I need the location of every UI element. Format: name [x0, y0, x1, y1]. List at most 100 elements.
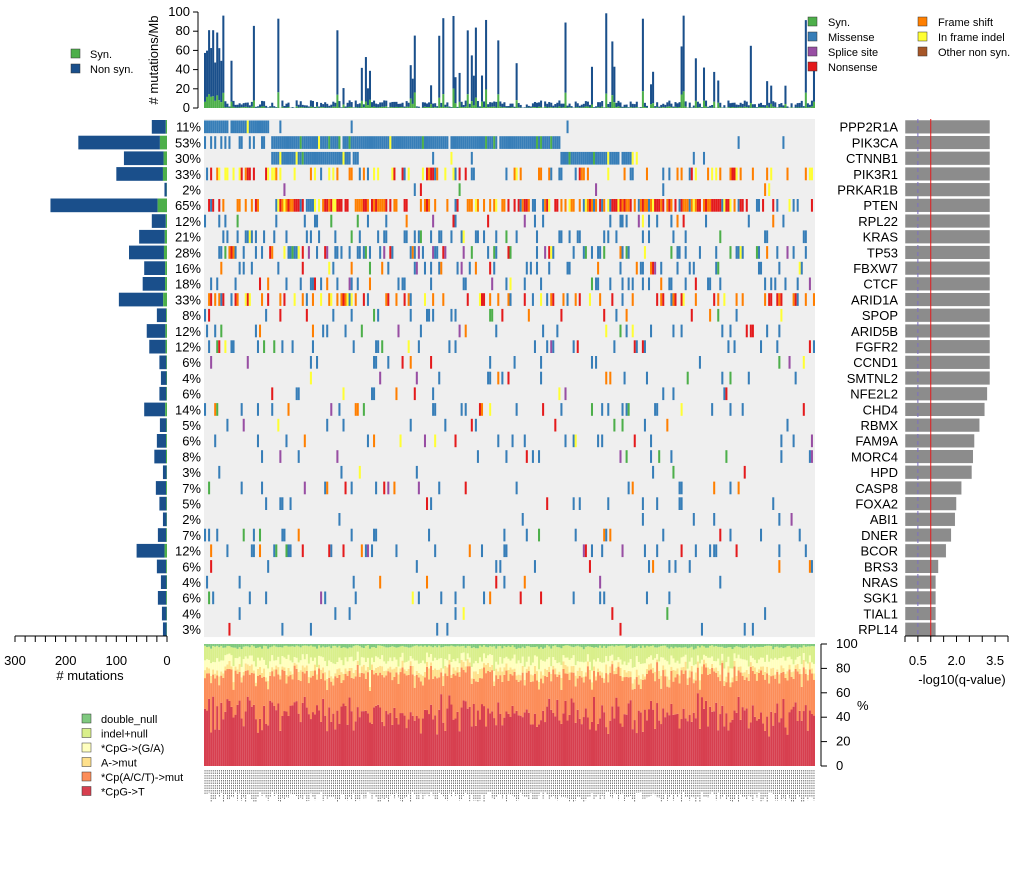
spectrum-segment: [731, 649, 734, 669]
tmb-bar-nonsyn: [566, 105, 569, 108]
mutation-cell: [802, 230, 805, 244]
spectrum-segment: [356, 707, 359, 766]
spectrum-segment: [228, 644, 231, 647]
spectrum-segment: [572, 672, 575, 703]
spectrum-segment: [729, 722, 732, 766]
tmb-bar-nonsyn: [558, 100, 561, 107]
mutation-cell: [434, 434, 437, 448]
spectrum-segment: [432, 660, 435, 670]
mutation-cell: [379, 199, 382, 212]
spectrum-segment: [523, 712, 526, 766]
q-value-bar: [904, 308, 991, 323]
mutation-cell: [338, 199, 341, 212]
spectrum-segment: [248, 655, 251, 666]
spectrum-segment: [346, 644, 349, 649]
spectrum-segment: [633, 647, 636, 668]
spectrum-segment: [472, 663, 475, 672]
mutation-cell: [320, 167, 323, 181]
tmb-bar-syn: [782, 107, 785, 108]
spectrum-segment: [377, 704, 380, 766]
mutation-cell: [330, 199, 333, 212]
spectrum-segment: [248, 700, 251, 766]
spectrum-segment: [572, 702, 575, 766]
spectrum-segment: [407, 644, 410, 648]
spectrum-segment: [269, 661, 272, 673]
spectrum-segment: [794, 644, 797, 648]
tmb-bar-syn: [452, 88, 455, 108]
mutation-cell: [625, 308, 628, 322]
tmb-bar-nonsyn: [609, 101, 612, 108]
gene-count-bar-nonsyn: [78, 135, 160, 150]
mutation-cell: [389, 199, 392, 212]
mutation-cell: [242, 261, 245, 275]
mutation-cell: [356, 199, 359, 212]
spectrum-segment: [546, 669, 549, 677]
mutation-cell: [619, 214, 622, 228]
spectrum-segment: [326, 731, 329, 766]
spectrum-segment: [423, 671, 426, 678]
spectrum-segment: [279, 679, 282, 731]
tmb-bar-nonsyn: [242, 103, 245, 108]
spectrum-segment: [694, 680, 697, 719]
spectrum-segment: [295, 645, 298, 658]
spectrum-segment: [409, 665, 412, 713]
tmb-bar-nonsyn: [623, 104, 626, 108]
mutation-cell: [313, 136, 317, 149]
mutation-cell: [373, 199, 376, 212]
spectrum-segment: [364, 662, 367, 671]
spectrum-segment: [391, 724, 394, 766]
mutation-cell: [299, 136, 302, 149]
spectrum-segment: [639, 712, 642, 766]
spectrum-segment: [810, 668, 813, 674]
spectrum-segment: [419, 644, 422, 646]
mutation-cell: [293, 151, 296, 165]
spectrum-segment: [515, 663, 518, 676]
spectrum-segment: [448, 646, 451, 655]
mutation-cell: [324, 246, 327, 259]
spectrum-segment: [458, 671, 461, 677]
mutation-cell: [368, 277, 372, 291]
mutation-cell: [401, 356, 404, 369]
spectrum-segment: [214, 646, 217, 663]
mutation-cell: [358, 230, 361, 244]
tmb-bar-nonsyn: [735, 104, 738, 108]
tmb-bar-nonsyn: [307, 106, 310, 108]
tmb-bar-syn: [440, 106, 443, 108]
mutation-cell: [755, 246, 758, 259]
mutation-cell: [702, 151, 706, 165]
spectrum-segment: [707, 647, 710, 658]
mutation-cell: [318, 151, 321, 165]
spectrum-segment: [692, 712, 695, 766]
spectrum-segment: [719, 681, 722, 715]
mutation-cell: [617, 151, 620, 165]
mutation-cell: [574, 434, 577, 448]
mutation-cell: [674, 199, 677, 212]
mutation-cell: [521, 136, 524, 149]
mutation-cell: [554, 199, 557, 212]
spectrum-segment: [762, 646, 765, 658]
spectrum-segment: [358, 665, 361, 674]
spectrum-segment: [460, 660, 463, 668]
spectrum-segment: [808, 644, 811, 647]
mutation-cell: [804, 230, 807, 244]
spectrum-segment: [334, 676, 337, 730]
mutation-cell: [450, 136, 453, 149]
mutation-cell: [503, 544, 506, 558]
spectrum-segment: [729, 644, 732, 648]
spectrum-segment: [401, 667, 404, 714]
spectrum-segment: [318, 668, 321, 711]
mutation-cell: [474, 199, 477, 212]
mutation-cell: [641, 261, 644, 275]
spectrum-segment: [348, 697, 351, 766]
gene-name-label: FOXA2: [855, 497, 898, 512]
gene-count-bar-syn: [166, 434, 167, 448]
mutation-cell: [774, 277, 777, 291]
spectrum-segment: [497, 646, 500, 665]
mutation-cell: [460, 136, 463, 149]
mutation-cell: [244, 167, 247, 181]
spectrum-segment: [383, 644, 386, 647]
spectrum-segment: [641, 663, 644, 675]
mutation-cell: [601, 544, 604, 558]
mutation-cell: [564, 387, 567, 401]
mutation-cell: [800, 261, 803, 275]
